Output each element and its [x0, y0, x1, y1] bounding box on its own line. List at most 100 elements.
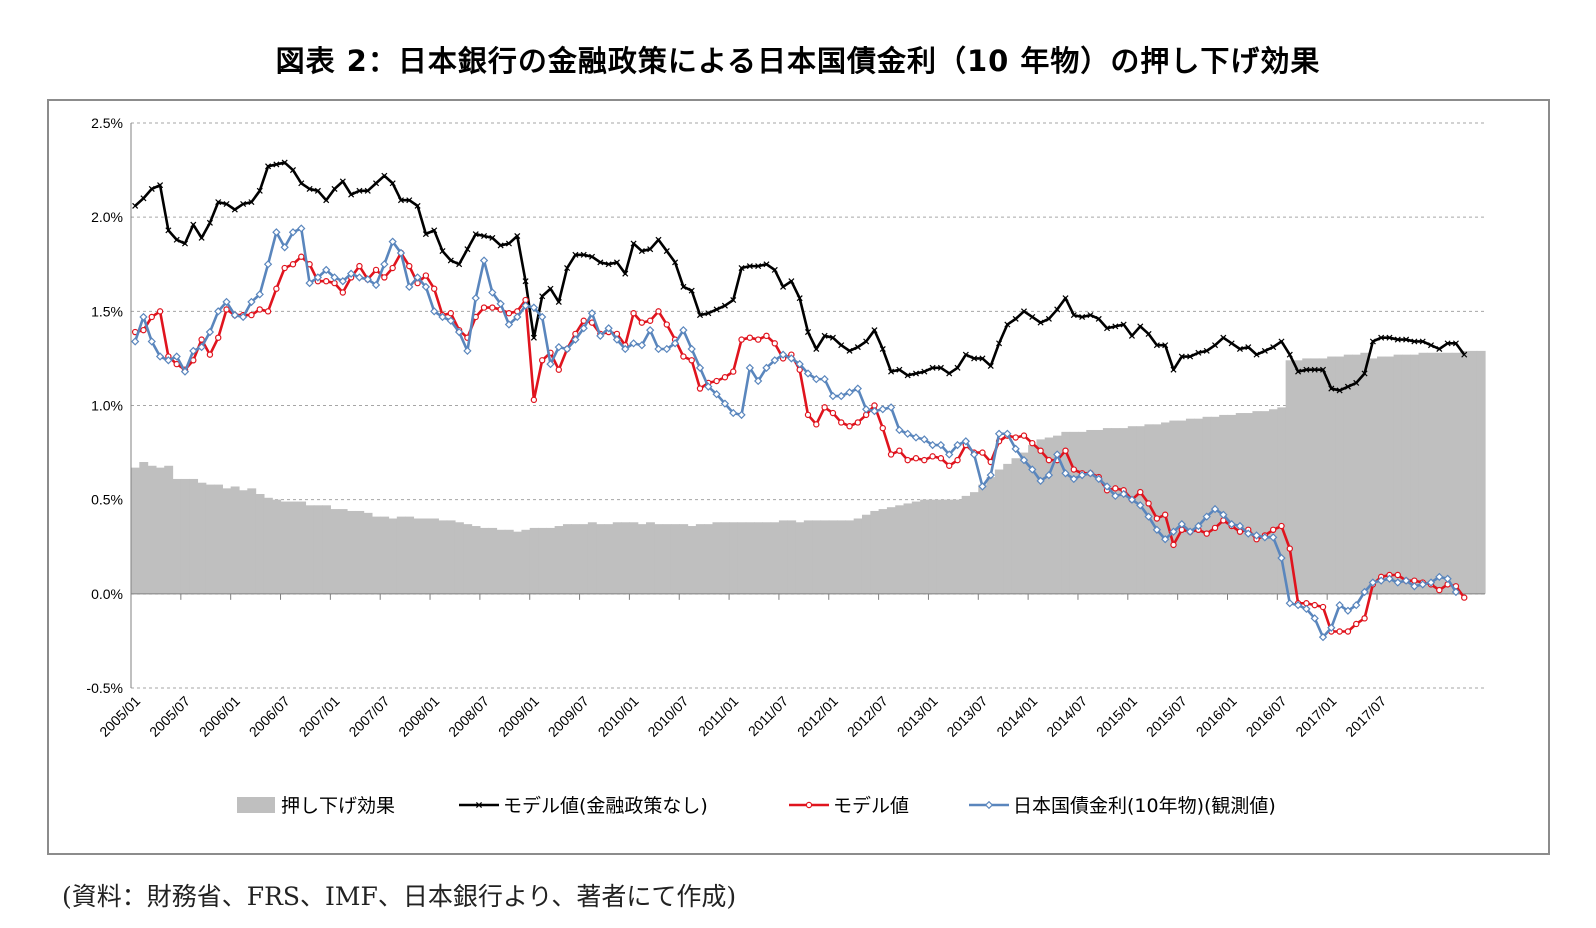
data-point: [888, 368, 895, 375]
data-point: [1054, 306, 1061, 313]
area-bar: [454, 522, 464, 594]
data-point: [247, 297, 256, 307]
data-point: [529, 303, 539, 312]
data-point: [688, 357, 695, 364]
area-bar: [288, 501, 298, 594]
data-point: [215, 334, 222, 341]
data-point: [1203, 530, 1210, 537]
legend-marker: [475, 801, 483, 809]
data-point: [1386, 334, 1393, 341]
data-point: [994, 429, 1004, 438]
area-bar: [994, 469, 1004, 594]
data-point: [1195, 349, 1202, 356]
x-tick-label: 2011/01: [695, 693, 742, 740]
data-point: [647, 246, 654, 253]
data-point: [1227, 520, 1236, 529]
data-point: [829, 409, 837, 417]
data-point: [1095, 315, 1102, 322]
area-bar: [504, 529, 514, 594]
data-point: [821, 332, 828, 339]
data-point: [180, 367, 190, 376]
data-point: [1270, 344, 1277, 351]
area-bar: [1194, 418, 1204, 594]
data-point: [522, 278, 529, 285]
data-point: [547, 285, 554, 292]
data-point: [571, 335, 580, 344]
data-point: [1235, 521, 1245, 531]
area-bar: [355, 510, 365, 594]
area-bar: [396, 516, 406, 594]
data-point: [746, 263, 753, 270]
data-point: [1261, 347, 1268, 354]
data-point: [355, 273, 364, 282]
area-bar: [1318, 358, 1328, 594]
data-point: [463, 346, 472, 356]
data-point: [1020, 308, 1027, 315]
data-point: [879, 345, 886, 353]
data-point: [190, 221, 197, 228]
data-point: [1210, 504, 1220, 514]
x-tick-label: 2010/01: [595, 693, 642, 740]
data-point: [804, 329, 812, 336]
area-bar: [986, 477, 996, 594]
data-point: [147, 337, 156, 346]
data-point: [1228, 340, 1235, 347]
data-point: [323, 197, 330, 204]
area-bar: [346, 510, 356, 594]
data-point: [514, 232, 521, 240]
data-point: [480, 304, 488, 311]
data-point: [929, 364, 936, 371]
area-bar: [1277, 407, 1287, 594]
data-point: [546, 359, 555, 369]
area-bar: [695, 524, 705, 594]
area-bar: [903, 503, 913, 594]
data-point: [1153, 342, 1160, 349]
area-bar: [1161, 422, 1170, 594]
area-bar: [662, 524, 672, 594]
data-point: [680, 283, 687, 290]
y-tick-label: 2.0%: [91, 209, 123, 225]
data-point: [971, 355, 978, 362]
data-point: [1153, 515, 1161, 522]
data-point: [148, 313, 155, 321]
area-bar: [886, 507, 896, 594]
area-bar: [1119, 428, 1129, 594]
data-point: [1161, 535, 1170, 544]
area-bar: [1111, 428, 1121, 594]
area-bar: [1169, 420, 1179, 594]
area-bar: [1077, 431, 1087, 594]
data-point: [1029, 313, 1036, 321]
area-bar: [1044, 437, 1054, 594]
data-point: [663, 321, 670, 328]
data-point: [530, 396, 538, 404]
data-point: [1461, 351, 1468, 358]
data-point: [1137, 323, 1144, 330]
area-bar: [554, 526, 564, 594]
data-point: [646, 326, 655, 335]
area-bar: [330, 509, 340, 594]
area-bar: [754, 522, 763, 594]
area-bar: [305, 505, 315, 594]
area-bar: [787, 520, 797, 594]
data-point: [1062, 295, 1069, 302]
data-point: [1185, 527, 1195, 536]
x-tick-label: 2017/01: [1292, 693, 1339, 740]
data-point: [430, 307, 439, 316]
y-tick-label: 1.0%: [91, 398, 123, 414]
y-tick-label: 0.0%: [91, 586, 123, 602]
x-tick-label: 2012/07: [844, 693, 891, 740]
data-point: [338, 277, 347, 286]
area-bar: [446, 520, 456, 594]
data-point: [670, 339, 680, 348]
data-point: [630, 240, 637, 247]
data-point: [879, 424, 886, 432]
area-bar: [612, 522, 622, 594]
data-point: [364, 187, 371, 194]
data-point: [1044, 471, 1054, 480]
x-tick-label: 2013/07: [943, 693, 990, 740]
data-point: [1203, 347, 1210, 354]
data-point: [1061, 469, 1070, 478]
x-tick-label: 2011/07: [745, 693, 792, 740]
area-bar: [180, 478, 190, 594]
data-point: [1353, 379, 1360, 386]
